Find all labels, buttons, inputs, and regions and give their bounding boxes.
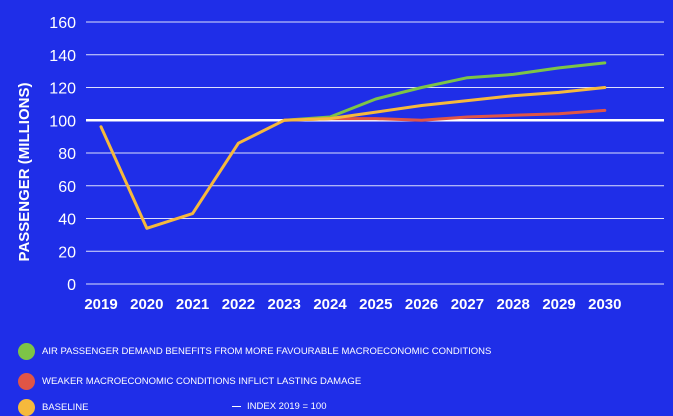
x-tick-label: 2019 (84, 296, 117, 313)
x-tick-label: 2026 (405, 296, 438, 313)
x-tick-label: 2028 (497, 296, 530, 313)
x-tick-label: 2020 (130, 296, 163, 313)
index-line-swatch (232, 405, 241, 408)
y-tick-label: 40 (58, 212, 76, 229)
x-tick-label: 2024 (313, 296, 347, 313)
y-tick-label: 140 (49, 48, 76, 65)
y-tick-label: 80 (58, 146, 76, 163)
legend-swatch-green (18, 343, 35, 360)
x-tick-label: 2025 (359, 296, 392, 313)
y-tick-label: 120 (49, 81, 76, 98)
legend-swatch-red (18, 373, 35, 390)
x-tick-label: 2030 (588, 296, 621, 313)
series-line-favourable (282, 61, 607, 122)
legend-label: BASELINE (42, 402, 89, 413)
index-note-label: INDEX 2019 = 100 (247, 401, 327, 412)
x-tick-label: 2023 (268, 296, 301, 313)
x-tick-label: 2027 (451, 296, 484, 313)
x-tick-label: 2022 (222, 296, 255, 313)
x-tick-labels: 2019 2020 2021 2022 2023 2024 2025 2026 2027 2028… (84, 296, 621, 313)
series-line-baseline (99, 86, 607, 230)
y-tick-label: 100 (49, 113, 76, 130)
legend-label: WEAKER MACROECONOMIC CONDITIONS INFLICT … (42, 376, 362, 387)
y-tick-labels: 0 20 40 60 80 100 120 140 160 (49, 15, 76, 294)
y-axis-label: PASSENGER (MILLIONS) (16, 83, 33, 262)
y-tick-label: 160 (49, 15, 76, 32)
index-note: INDEX 2019 = 100 (232, 401, 326, 412)
series-lines (99, 61, 607, 230)
y-tick-label: 60 (58, 179, 76, 196)
legend-swatch-yellow (18, 399, 35, 416)
y-tick-label: 20 (58, 244, 76, 261)
x-tick-label: 2029 (542, 296, 575, 313)
legend-label: AIR PASSENGER DEMAND BENEFITS FROM MORE … (42, 346, 492, 357)
grid-lines (86, 21, 664, 285)
x-tick-label: 2021 (176, 296, 209, 313)
y-tick-label: 0 (67, 277, 76, 294)
